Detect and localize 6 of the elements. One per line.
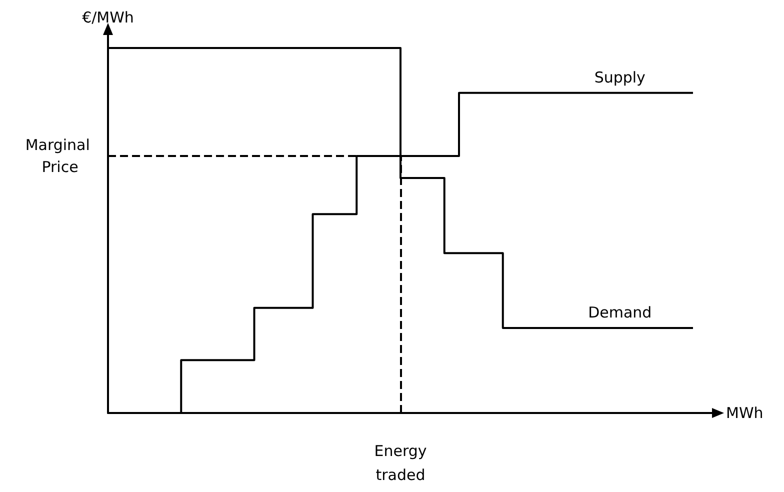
y-axis-title: €/MWh xyxy=(82,8,134,26)
series-label: Supply xyxy=(594,68,646,86)
x-axis-title: MWh xyxy=(726,404,764,422)
series-label: Demand xyxy=(588,303,652,322)
ref-line-label: Marginal Price xyxy=(25,136,95,176)
text: Energy traded xyxy=(373,441,428,486)
